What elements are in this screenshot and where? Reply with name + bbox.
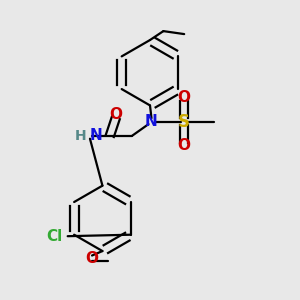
- Text: S: S: [178, 113, 190, 131]
- Text: N: N: [90, 128, 103, 143]
- Text: O: O: [85, 251, 98, 266]
- Text: Cl: Cl: [46, 229, 62, 244]
- Text: O: O: [178, 138, 191, 153]
- Text: O: O: [178, 91, 191, 106]
- Text: H: H: [75, 129, 86, 143]
- Text: N: N: [145, 114, 158, 129]
- Text: O: O: [109, 107, 122, 122]
